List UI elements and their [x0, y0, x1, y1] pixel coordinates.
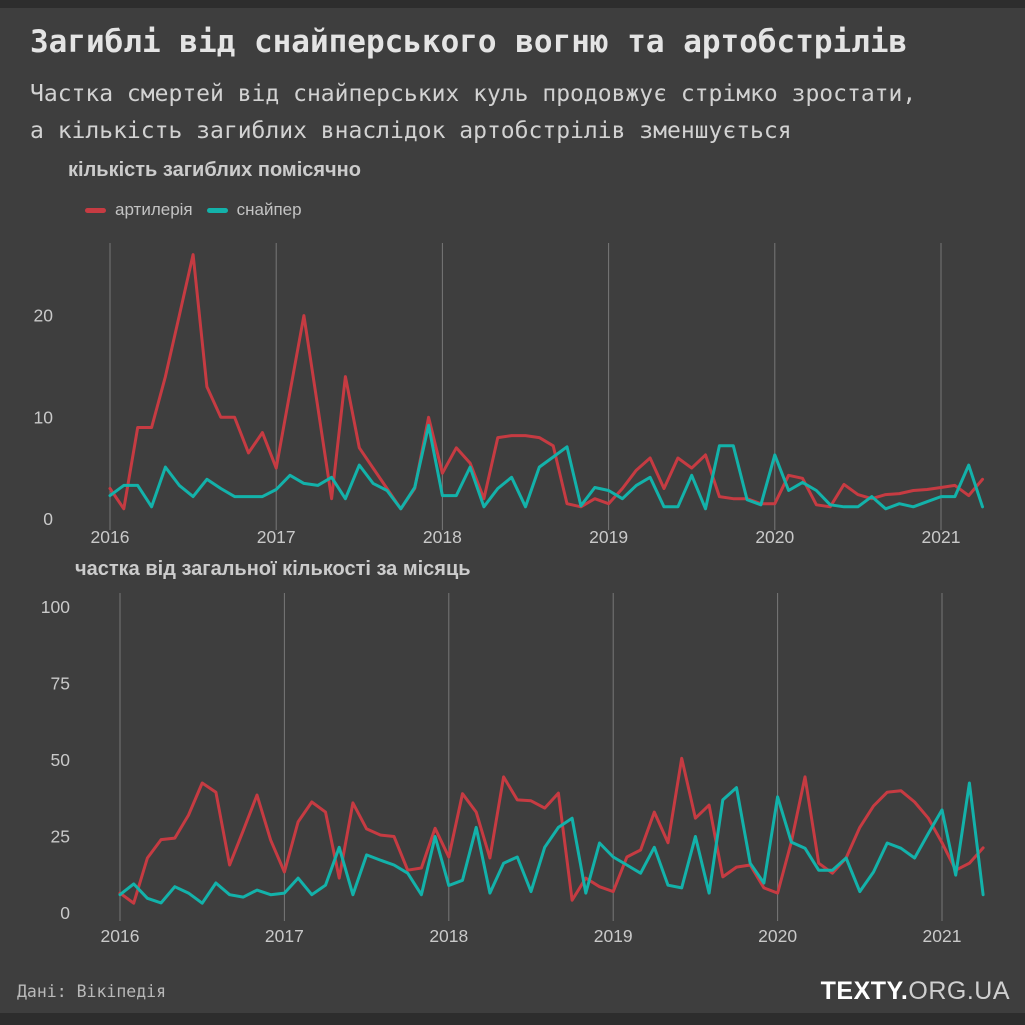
- x-axis-year-label: 2016: [101, 926, 140, 946]
- y-axis-tick-label: 50: [51, 750, 71, 770]
- x-axis-year-label: 2021: [923, 926, 962, 946]
- page-title: Загиблі від снайперського вогню та артоб…: [30, 24, 908, 60]
- subtitle-line-1: Частка смертей від снайперських куль про…: [30, 81, 917, 107]
- sniper-series-line: [118, 781, 985, 905]
- y-axis-tick-label: 25: [51, 827, 70, 847]
- x-axis-year-label: 2020: [755, 527, 794, 547]
- deaths-chart-title: кількість загиблих помісячно: [68, 159, 361, 181]
- sniper-series-line: [108, 423, 984, 511]
- texty-logo-light: ORG.UA: [908, 977, 1010, 1005]
- legend-item-artillery: артилерія: [85, 200, 193, 220]
- y-axis-tick-label: 20: [34, 306, 54, 326]
- artillery-series-line: [118, 756, 985, 905]
- share-chart-title: частка від загальної кількості за місяць: [75, 558, 471, 580]
- sniper-line-swatch-icon: [206, 207, 228, 213]
- top-edge-strip: [0, 0, 1025, 8]
- subtitle-line-2: а кількість загиблих внаслідок артобстрі…: [30, 118, 792, 144]
- bottom-edge-strip: [0, 1013, 1025, 1025]
- x-axis-year-label: 2018: [429, 926, 468, 946]
- header: Загиблі від снайперського вогню та артоб…: [30, 24, 995, 150]
- texty-logo-bold: TEXTY.: [820, 977, 909, 1005]
- share-monthly-line-chart: 2016 2017 2018 2019 2020 2021 0 25 50 75 100: [41, 593, 985, 946]
- chart-legend: артилерія снайпер: [85, 200, 302, 220]
- x-axis-year-label: 2018: [423, 527, 462, 547]
- artillery-line-swatch-icon: [85, 207, 106, 213]
- legend-label-sniper: снайпер: [236, 200, 302, 219]
- y-axis-tick-label: 0: [60, 903, 70, 923]
- x-axis-year-label: 2017: [265, 926, 304, 946]
- x-axis-year-label: 2019: [594, 926, 633, 946]
- legend-label-artillery: артилерія: [115, 200, 193, 219]
- subtitle: Частка смертей від снайперських куль про…: [30, 76, 995, 150]
- texty-logo: TEXTY.ORG.UA: [821, 977, 1010, 1006]
- x-axis-year-label: 2016: [91, 527, 130, 547]
- y-axis-tick-label: 0: [43, 509, 53, 529]
- x-axis-year-label: 2020: [758, 926, 797, 946]
- deaths-monthly-line-chart: 2016 2017 2018 2019 2020 2021 0 10 20: [34, 243, 984, 547]
- data-source-note: Дані: Вікіпедія: [17, 982, 167, 1001]
- y-axis-tick-label: 100: [41, 597, 70, 617]
- y-axis-tick-label: 10: [34, 407, 54, 427]
- x-axis-year-label: 2017: [257, 527, 296, 547]
- x-axis-year-label: 2019: [589, 527, 628, 547]
- x-axis-year-label: 2021: [922, 527, 961, 547]
- artillery-series-line: [108, 253, 984, 511]
- y-axis-tick-label: 75: [51, 674, 70, 694]
- legend-item-sniper: снайпер: [206, 200, 302, 220]
